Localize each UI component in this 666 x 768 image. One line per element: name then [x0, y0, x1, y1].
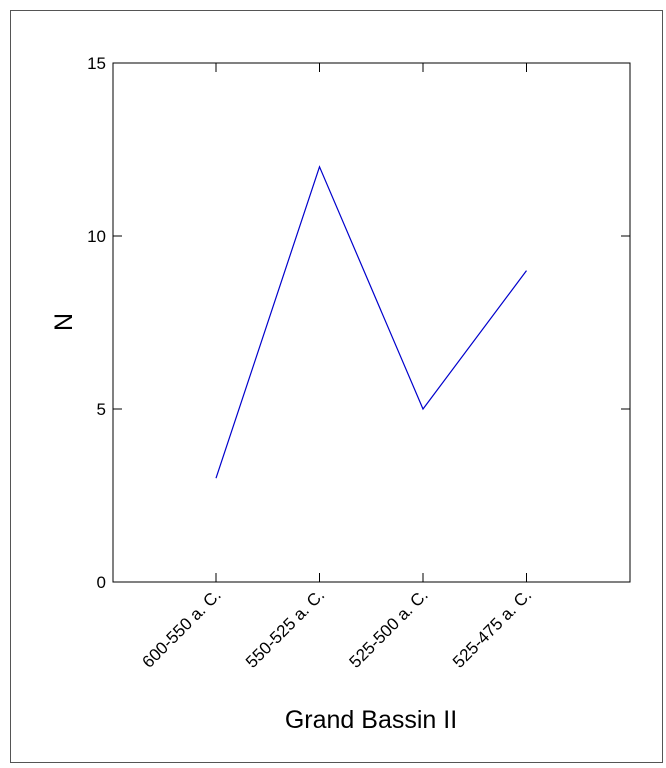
x-axis-title: Grand Bassin II [285, 706, 457, 734]
x-tick-label: 525-500 a. C. [346, 585, 432, 671]
x-tick-label: 525-475 a. C. [449, 585, 535, 671]
plot-area [112, 62, 631, 583]
series-layer [215, 165, 527, 479]
series-line [215, 165, 527, 479]
y-tick-label: 0 [97, 573, 106, 592]
x-tick-label: 600-550 a. C. [139, 585, 225, 671]
x-axis: 600-550 a. C. 550-525 a. C. 525-500 a. C. 5… [139, 63, 535, 672]
y-tick-label: 10 [87, 227, 106, 246]
outer-frame [10, 10, 663, 763]
y-tick-label: 5 [97, 400, 106, 419]
x-tick-label: 550-525 a. C. [242, 585, 328, 671]
y-tick-label: 15 [87, 54, 106, 73]
y-axis-title: N [50, 313, 78, 331]
y-axis: 0 5 10 15 [87, 54, 630, 592]
